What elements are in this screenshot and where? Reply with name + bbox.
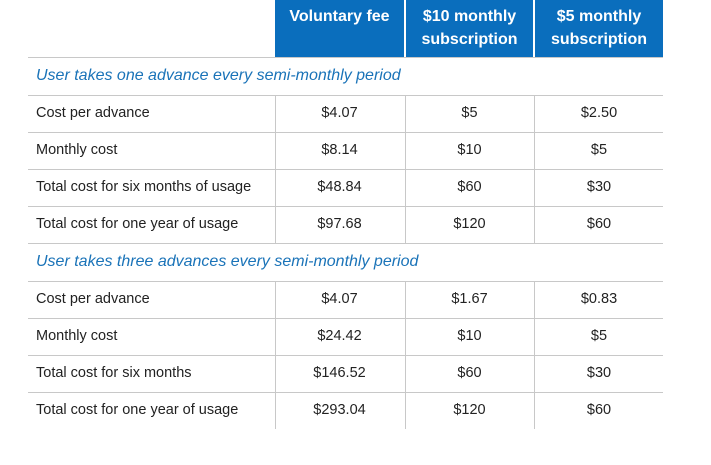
column-divider: [275, 95, 276, 132]
value-cell: $146.52: [313, 365, 366, 381]
column-divider: [405, 206, 406, 243]
column-divider: [275, 392, 276, 429]
value-cell: $48.84: [317, 179, 362, 195]
header-cell: $5 monthly subscription: [535, 0, 663, 57]
row-label: Total cost for one year of usage: [36, 402, 239, 418]
row-divider: [28, 355, 663, 356]
header-cell: Voluntary fee: [275, 0, 404, 57]
column-divider: [275, 169, 276, 206]
value-cell: $10: [457, 328, 482, 344]
value-cell: $8.14: [321, 142, 358, 158]
column-divider: [534, 318, 535, 355]
value-cell: $293.04: [313, 402, 366, 418]
column-divider: [405, 169, 406, 206]
value-cell: $10: [457, 142, 482, 158]
row-label: Total cost for six months of usage: [36, 179, 252, 195]
column-divider: [534, 206, 535, 243]
row-divider: [28, 132, 663, 133]
column-divider: [405, 392, 406, 429]
section-title: User takes three advances every semi-mon…: [36, 253, 419, 270]
column-divider: [275, 206, 276, 243]
column-divider: [405, 132, 406, 169]
value-cell: $60: [457, 365, 482, 381]
value-cell: $4.07: [321, 105, 358, 121]
header-cell: $10 monthly subscription: [406, 0, 533, 57]
value-cell: $24.42: [317, 328, 362, 344]
column-divider: [405, 281, 406, 318]
value-cell: $30: [586, 179, 612, 195]
row-label: Monthly cost: [36, 142, 118, 158]
row-divider: [28, 392, 663, 393]
value-cell: $5: [461, 105, 478, 121]
column-divider: [534, 132, 535, 169]
value-cell: $60: [586, 402, 612, 418]
column-divider: [534, 355, 535, 392]
column-divider: [275, 281, 276, 318]
column-divider: [275, 132, 276, 169]
row-label: Cost per advance: [36, 291, 150, 307]
column-divider: [534, 392, 535, 429]
value-cell: $120: [453, 216, 486, 232]
column-divider: [534, 281, 535, 318]
column-divider: [275, 318, 276, 355]
value-cell: $60: [586, 216, 612, 232]
row-divider: [28, 243, 663, 244]
value-cell: $4.07: [321, 291, 358, 307]
row-divider: [28, 169, 663, 170]
value-cell: $30: [586, 365, 612, 381]
row-label: Total cost for six months: [36, 365, 192, 381]
row-label: Cost per advance: [36, 105, 150, 121]
row-divider: [28, 318, 663, 319]
value-cell: $1.67: [451, 291, 488, 307]
value-cell: $5: [590, 142, 608, 158]
value-cell: $2.50: [580, 105, 618, 121]
value-cell: $60: [457, 179, 482, 195]
row-label: Monthly cost: [36, 328, 118, 344]
column-divider: [275, 355, 276, 392]
row-divider: [28, 281, 663, 282]
row-divider: [28, 95, 663, 96]
column-divider: [405, 95, 406, 132]
value-cell: $120: [453, 402, 486, 418]
row-divider: [28, 57, 663, 58]
row-label: Total cost for one year of usage: [36, 216, 239, 232]
value-cell: $97.68: [317, 216, 362, 232]
value-cell: $0.83: [580, 291, 618, 307]
section-title: User takes one advance every semi-monthl…: [36, 67, 401, 84]
value-cell: $5: [590, 328, 608, 344]
row-divider: [28, 206, 663, 207]
column-divider: [534, 169, 535, 206]
column-divider: [534, 95, 535, 132]
column-divider: [405, 355, 406, 392]
column-divider: [405, 318, 406, 355]
